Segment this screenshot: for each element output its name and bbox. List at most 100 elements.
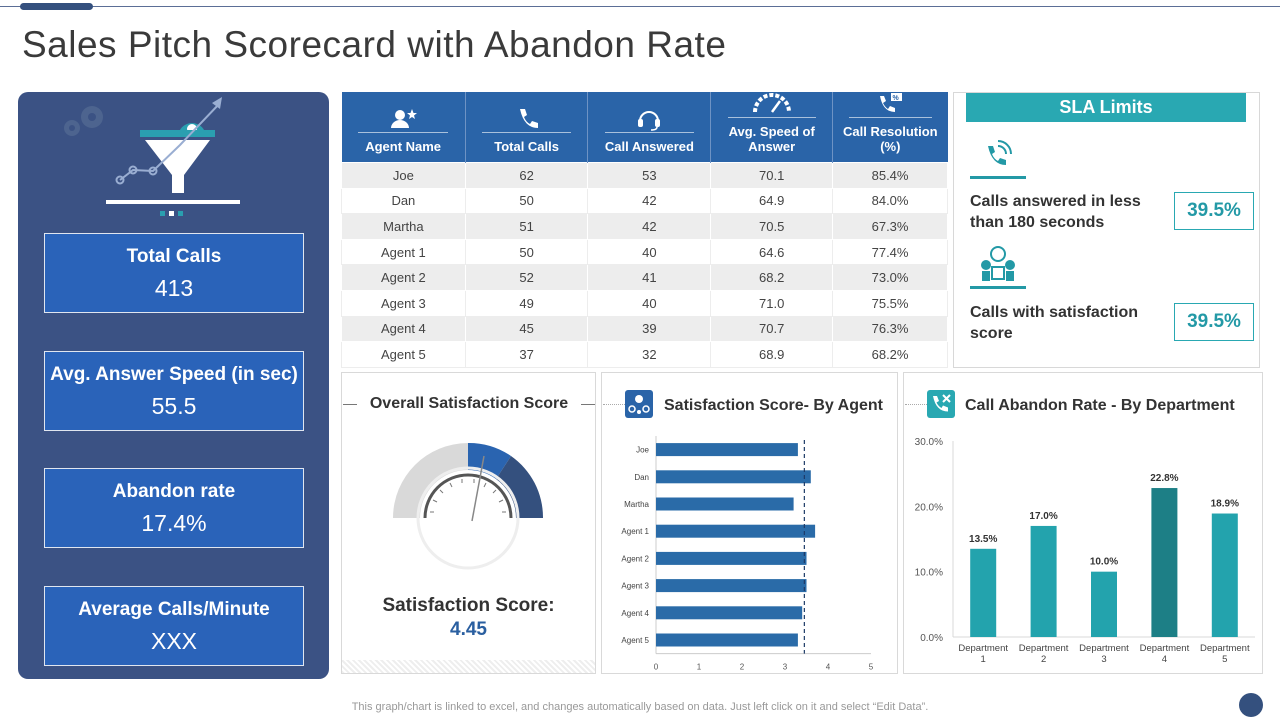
phone-icon: [519, 109, 538, 128]
table-cell: 70.7: [710, 315, 834, 343]
table-cell: 51: [464, 213, 589, 240]
gauge-dial: [423, 473, 513, 519]
table-cell: 37: [464, 341, 589, 368]
x-tick-label: 4: [826, 663, 831, 670]
x-tick-label: 1: [697, 663, 702, 670]
x-tick-label: Department: [958, 643, 1008, 654]
kpi-abandon-rate: Abandon rate 17.4%: [44, 468, 304, 548]
x-tick-label: Department: [1019, 643, 1069, 654]
data-label: 18.9%: [1211, 499, 1239, 510]
satisfaction-by-agent-title: Satisfaction Score- By Agent: [664, 397, 884, 414]
satisfaction-score-label: Satisfaction Score:: [382, 595, 555, 616]
table-cell: 68.2%: [832, 341, 948, 368]
bar: [1091, 571, 1117, 637]
abandon-rate-chart: 0.0%10.0%20.0%30.0%13.5%Department117.0%…: [915, 437, 1255, 665]
x-tick-label: 5: [869, 663, 874, 670]
table-cell: 52: [464, 264, 589, 291]
title-rule: [905, 404, 927, 405]
x-tick-label: 4: [1162, 654, 1167, 665]
col-agent-name: Agent Name: [341, 92, 466, 163]
table-row: Joe 62 53 70.1 85.4%: [341, 162, 948, 189]
sla-title: SLA Limits: [966, 93, 1246, 122]
data-label: 17.0%: [1029, 511, 1057, 522]
satisfaction-by-agent-card: [601, 372, 898, 674]
table-cell: 32: [587, 341, 712, 368]
x-tick-label: Department: [1079, 643, 1129, 654]
agent-rating-icon: [625, 390, 653, 418]
table-cell: 76.3%: [832, 315, 948, 343]
x-tick-label: Department: [1140, 643, 1190, 654]
table-cell: 68.2: [710, 264, 834, 291]
table-cell: Joe: [341, 162, 466, 189]
table-cell: 64.6: [710, 238, 834, 266]
y-tick-label: Agent 1: [621, 527, 649, 536]
sla-item-value: 39.5%: [1174, 303, 1254, 341]
table-cell: 40: [587, 289, 712, 317]
header-label: Total Calls: [494, 139, 559, 154]
x-tick-label: 5: [1222, 654, 1227, 665]
table-cell: Dan: [341, 187, 466, 215]
top-tab-accent: [20, 3, 93, 10]
y-tick-label: 30.0%: [915, 437, 943, 448]
table-cell: 67.3%: [832, 213, 948, 240]
table-cell: Martha: [341, 213, 466, 240]
col-total-calls: Total Calls: [464, 92, 588, 163]
sla-item-label: Calls answered in less than 180 seconds: [970, 193, 1141, 231]
data-label: 10.0%: [1090, 557, 1118, 568]
table-cell: 50: [464, 187, 589, 215]
table-row: Martha 51 42 70.5 67.3%: [341, 213, 948, 240]
agent-table: Agent Name Total Calls Call Answered Avg…: [341, 92, 948, 368]
table-cell: Agent 3: [341, 289, 466, 317]
y-tick-label: Agent 2: [621, 554, 649, 563]
table-cell: 73.0%: [832, 264, 948, 291]
overall-satisfaction-title: Overall Satisfaction Score: [369, 395, 569, 412]
kpi-label: Abandon rate: [112, 481, 236, 502]
kpi-avg-answer-speed: Avg. Answer Speed (in sec) 55.5: [44, 351, 304, 431]
bar: [1030, 525, 1057, 637]
table-row: Agent 2 52 41 68.2 73.0%: [341, 264, 948, 291]
table-cell: 53: [587, 162, 712, 189]
speedometer-icon: [752, 93, 791, 113]
table-cell: 49: [464, 289, 589, 317]
y-tick-label: Agent 4: [621, 609, 649, 618]
x-tick-label: 2: [740, 663, 745, 670]
card-footer-pattern: [342, 660, 595, 673]
y-tick-label: Agent 3: [621, 582, 649, 591]
kpi-value: 55.5: [151, 393, 197, 419]
page-indicator: [1239, 693, 1263, 717]
funnel-growth-icon: [64, 97, 240, 216]
overall-satisfaction-card: [341, 372, 596, 674]
x-tick-label: 0: [654, 663, 659, 670]
abandon-rate-title: Call Abandon Rate - By Department: [965, 397, 1235, 414]
x-tick-label: 3: [1101, 654, 1106, 665]
table-row: Agent 4 45 39 70.7 76.3%: [341, 315, 948, 343]
table-cell: 39: [587, 315, 712, 343]
table-cell: 40: [587, 238, 712, 266]
kpi-label: Total Calls: [126, 246, 222, 267]
table-row: Agent 5 37 32 68.9 68.2%: [341, 341, 948, 368]
headset-icon: [638, 111, 661, 131]
table-cell: 42: [587, 187, 712, 215]
kpi-label: Average Calls/Minute: [78, 599, 270, 620]
col-avg-speed: Avg. Speed of Answer: [710, 92, 833, 163]
y-tick-label: Joe: [636, 446, 649, 455]
svg-text:%: %: [893, 95, 900, 102]
table-cell: Agent 5: [341, 341, 466, 368]
satisfaction-by-agent-chart: Joe Dan Martha Agent 1 Agent 2 Agent 3 Agent 4…: [621, 436, 874, 670]
table-cell: 77.4%: [832, 238, 948, 266]
table-row: Dan 50 42 64.9 84.0%: [341, 187, 948, 215]
table-cell: 50: [464, 238, 589, 266]
kpi-value: 17.4%: [141, 510, 207, 536]
table-cell: 75.5%: [832, 289, 948, 317]
x-tick-label: 3: [783, 663, 788, 670]
gears-icon: [64, 106, 103, 136]
bar: [656, 579, 807, 593]
bar: [656, 497, 794, 511]
gauge-ring: [416, 466, 520, 570]
table-cell: Agent 1: [341, 238, 466, 266]
kpi-value: XXX: [150, 628, 198, 654]
title-rule: [603, 404, 625, 405]
kpi-value: 413: [154, 275, 194, 301]
bar: [970, 548, 997, 637]
table-cell: Agent 2: [341, 264, 466, 291]
